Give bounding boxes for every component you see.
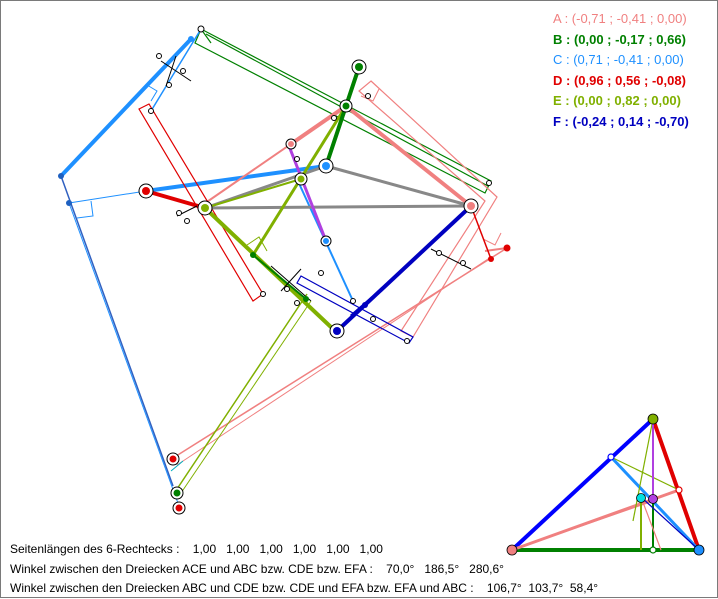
vertex-pink-left xyxy=(285,138,297,150)
legend-item-a: A : (-0,71 ; -0,41 ; 0,00) xyxy=(553,11,687,26)
triangle-angles-text: Winkel zwischen den Dreiecken ACE und AB… xyxy=(10,562,504,576)
inset-olive-diag-b xyxy=(610,456,680,491)
vertex-blue-left xyxy=(58,173,64,179)
edge-blue-thin-h xyxy=(68,190,147,204)
red-rectangle xyxy=(138,103,492,302)
vertex-markers xyxy=(58,36,511,515)
edge-green-mid xyxy=(252,254,307,300)
inset-vertex-green-top xyxy=(647,413,659,425)
vertex-green-dot xyxy=(250,252,256,258)
legend-item-e: E : (0,00 ; 0,82 ; 0,00) xyxy=(553,93,681,109)
edge-olive-long-b xyxy=(180,300,312,494)
scaffold-d xyxy=(280,268,302,292)
right-angle-mark-4 xyxy=(482,232,502,246)
triangle-pair-angles-text: Winkel zwischen den Dreiecken ABC und CD… xyxy=(10,581,599,595)
vertex-blue-left-b xyxy=(66,200,72,206)
inset-navy xyxy=(640,496,700,551)
right-angle-mark xyxy=(76,200,94,219)
legend-item-b: B : (0,00 ; -0,17 ; 0,66) xyxy=(553,31,686,47)
vertex-blue-top xyxy=(188,36,194,42)
control-points xyxy=(148,25,492,344)
edge-pink-thick xyxy=(344,104,473,208)
vertex-green-dot-b xyxy=(303,296,309,302)
legend-item-f: F : (-0,24 ; 0,14 ; -0,70) xyxy=(553,113,689,129)
right-angle-mark-5 xyxy=(246,236,268,252)
edge-blue-left-a xyxy=(60,175,174,487)
edge-pink-long-b xyxy=(176,256,492,466)
vertex-blue-mid xyxy=(320,235,332,247)
scaffold-b xyxy=(165,55,177,87)
vertex-green-bottom xyxy=(170,486,184,500)
inset-figure xyxy=(506,413,705,556)
edge-olive-c xyxy=(204,178,302,209)
inset-vertex-red xyxy=(675,486,683,494)
vertex-navy-bottom xyxy=(329,323,345,339)
olive-edges xyxy=(203,105,348,331)
edge-cyan-short xyxy=(170,460,184,472)
edge-gray-a xyxy=(204,204,472,210)
edge-olive-long xyxy=(176,293,308,490)
legend-item-c: C : (0,71 ; -0,41 ; 0,00) xyxy=(553,52,684,68)
inset-vertex-violet xyxy=(648,494,658,504)
edge-blue-thin-c xyxy=(150,28,202,112)
edge-gray-c xyxy=(325,164,472,208)
inset-blue-left xyxy=(510,417,655,552)
vertex-red-right xyxy=(503,244,511,252)
edge-violet xyxy=(287,145,328,242)
right-angle-mark-2 xyxy=(146,84,158,102)
inset-vertex-blue-right xyxy=(693,544,705,556)
green-rect-outline xyxy=(194,28,492,194)
edge-blue-thick-b xyxy=(145,164,327,193)
edge-red-thick xyxy=(145,189,206,210)
vertex-legend: A : (-0,71 ; -0,41 ; 0,00) B : (0,00 ; -… xyxy=(553,9,689,133)
inset-vertex-cyan xyxy=(636,493,646,503)
scaffold-a xyxy=(160,60,192,82)
inset-blue-diag xyxy=(609,455,701,552)
vertex-red-right-b xyxy=(488,256,494,262)
vertex-green-mid xyxy=(339,99,353,113)
legend-item-d: D : (0,96 ; 0,56 ; -0,08) xyxy=(553,72,686,88)
inset-pink-b xyxy=(511,500,654,551)
inset-vertex-green-base xyxy=(649,546,657,554)
edge-green-thick xyxy=(324,105,348,167)
inset-red-right xyxy=(651,418,701,551)
edge-blue-thick-a xyxy=(59,37,193,178)
edge-red-r xyxy=(470,205,492,260)
side-lengths-text: Seitenlängen des 6-Rechtecks : 1,00 1,00… xyxy=(10,542,383,556)
edge-pink-d xyxy=(484,247,508,252)
vertex-olive-mid xyxy=(294,172,308,186)
vertex-pink-right xyxy=(463,198,479,214)
vertex-cyan xyxy=(318,158,334,174)
edge-blue-left-b xyxy=(68,202,180,507)
vertex-red-bottom-b xyxy=(172,501,186,515)
inset-olive-diag xyxy=(632,418,654,522)
vertex-red-bottom-a xyxy=(166,452,180,466)
inset-vertex-blue-mid xyxy=(607,453,615,461)
right-angle-mark-3 xyxy=(360,88,380,102)
scaffold-c xyxy=(270,265,312,302)
inset-vertex-pink xyxy=(506,544,518,556)
inset-pink-c xyxy=(640,496,662,551)
edge-navy-short xyxy=(350,295,374,318)
vertex-navy-dot xyxy=(362,302,368,308)
edge-pink-c xyxy=(200,105,347,207)
vertex-green-top xyxy=(351,59,367,75)
vertex-red-left xyxy=(138,183,154,199)
vertex-olive-left xyxy=(197,200,213,216)
thin-connectors xyxy=(60,175,508,507)
